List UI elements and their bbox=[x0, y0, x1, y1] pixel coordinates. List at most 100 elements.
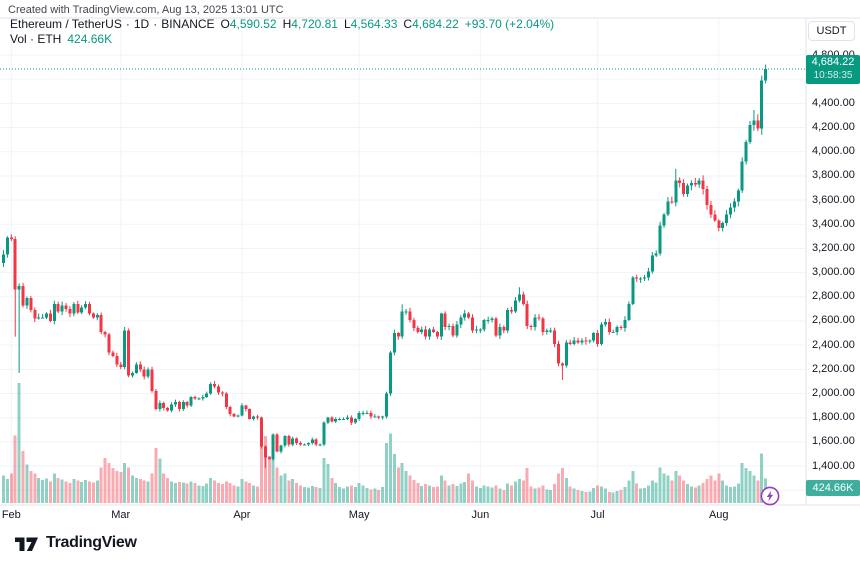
candle-up bbox=[740, 161, 744, 191]
volume-bar bbox=[396, 467, 400, 503]
volume-bar bbox=[721, 480, 725, 503]
volume-bar bbox=[252, 485, 256, 503]
candle-up bbox=[545, 330, 549, 332]
month-label-apr: Apr bbox=[233, 509, 251, 521]
candle-down bbox=[525, 304, 529, 326]
volume-bar bbox=[646, 485, 650, 503]
volume-bar bbox=[342, 488, 346, 503]
volume-bar bbox=[474, 486, 478, 503]
volume-bar bbox=[29, 471, 33, 503]
volume-bar bbox=[295, 483, 299, 503]
candle-up bbox=[5, 237, 9, 255]
price-tick-label: 3,400.00 bbox=[812, 217, 855, 230]
volume-bar bbox=[377, 489, 381, 503]
candle-up bbox=[72, 304, 76, 314]
volume-bar bbox=[181, 482, 185, 503]
symbol-name[interactable]: Ethereum / TetherUS bbox=[10, 17, 122, 31]
volume-bar bbox=[220, 484, 224, 503]
volume-bar bbox=[177, 481, 181, 503]
volume-bar bbox=[728, 487, 732, 503]
candle-down bbox=[541, 318, 545, 332]
candle-up bbox=[306, 443, 310, 445]
candle-down bbox=[64, 305, 68, 309]
volume-bar bbox=[623, 487, 627, 503]
month-label-aug: Aug bbox=[708, 509, 729, 521]
candle-down bbox=[275, 434, 279, 452]
volume-bar bbox=[635, 483, 639, 503]
volume-bar bbox=[244, 481, 248, 503]
volume-bar bbox=[373, 488, 377, 503]
volume-bar bbox=[166, 477, 170, 503]
candle-up bbox=[658, 225, 662, 254]
candle-up bbox=[447, 325, 451, 328]
volume-bar bbox=[162, 473, 166, 503]
volume-bar bbox=[619, 489, 623, 503]
candle-up bbox=[685, 185, 689, 195]
candle-up bbox=[283, 435, 287, 446]
volume-bar bbox=[216, 483, 220, 503]
candle-down bbox=[431, 329, 435, 332]
ohlc-values: O4,590.52 H4,720.81 L4,564.33 C4,684.22 bbox=[215, 17, 459, 31]
candle-up bbox=[41, 317, 45, 319]
volume-bar bbox=[201, 485, 205, 503]
candle-up bbox=[189, 397, 193, 406]
legend-separator: · bbox=[125, 17, 130, 31]
candle-up bbox=[357, 412, 361, 419]
volume-bar bbox=[369, 489, 373, 503]
volume-bar bbox=[580, 491, 584, 503]
volume-bar bbox=[44, 478, 48, 503]
candle-down bbox=[576, 340, 580, 343]
price-axis[interactable] bbox=[806, 18, 860, 505]
tradingview-logo[interactable]: TradingView bbox=[14, 533, 137, 553]
currency-toggle[interactable]: USDT bbox=[808, 21, 855, 41]
price-tick-label: 1,800.00 bbox=[812, 411, 855, 424]
legend-volume-row: Vol · ETH 424.66K bbox=[10, 32, 554, 46]
candle-up bbox=[52, 304, 56, 321]
candle-down bbox=[467, 313, 471, 318]
volume-bar bbox=[478, 488, 482, 503]
candle-up bbox=[2, 254, 5, 263]
legend-symbol-row: Ethereum / TetherUS · 1D · BINANCE O4,590.52 H… bbox=[10, 17, 554, 31]
volume-bar bbox=[345, 486, 349, 503]
volume-bar bbox=[41, 480, 45, 503]
volume-bar bbox=[306, 487, 310, 503]
candle-down bbox=[451, 325, 455, 336]
candle-down bbox=[29, 298, 33, 311]
volume-bar bbox=[84, 480, 88, 503]
candle-up bbox=[236, 415, 240, 417]
candle-down bbox=[263, 446, 267, 458]
volume-bar bbox=[248, 483, 252, 503]
volume-bar bbox=[576, 489, 580, 503]
candle-down bbox=[213, 383, 217, 387]
candle-up bbox=[623, 319, 627, 329]
candle-up bbox=[650, 255, 654, 272]
candle-down bbox=[154, 391, 158, 410]
candle-up bbox=[310, 439, 314, 444]
volume-bar bbox=[521, 480, 525, 503]
candle-down bbox=[537, 317, 541, 319]
volume-bar bbox=[435, 486, 439, 503]
volume-bar bbox=[685, 484, 689, 503]
volume-bar bbox=[322, 457, 326, 503]
volume-bar bbox=[103, 457, 107, 503]
volume-bar bbox=[349, 485, 353, 503]
flash-marker-button[interactable] bbox=[759, 485, 781, 507]
candle-up bbox=[134, 364, 138, 373]
volume-row-label: Vol · ETH bbox=[10, 32, 62, 46]
candle-down bbox=[416, 328, 420, 332]
volume-bar bbox=[240, 479, 244, 503]
volume-bar bbox=[642, 488, 646, 503]
candle-down bbox=[127, 330, 131, 376]
candle-up bbox=[748, 125, 752, 143]
candle-up bbox=[760, 80, 764, 129]
candle-down bbox=[224, 393, 228, 407]
volume-bar bbox=[119, 472, 123, 503]
volume-bar bbox=[705, 479, 709, 503]
ohlc-item-h: H4,720.81 bbox=[282, 17, 338, 31]
candle-up bbox=[170, 404, 174, 411]
candle-down bbox=[162, 403, 166, 409]
volume-bar bbox=[740, 463, 744, 503]
candle-up bbox=[631, 277, 635, 305]
volume-bar bbox=[310, 485, 314, 503]
